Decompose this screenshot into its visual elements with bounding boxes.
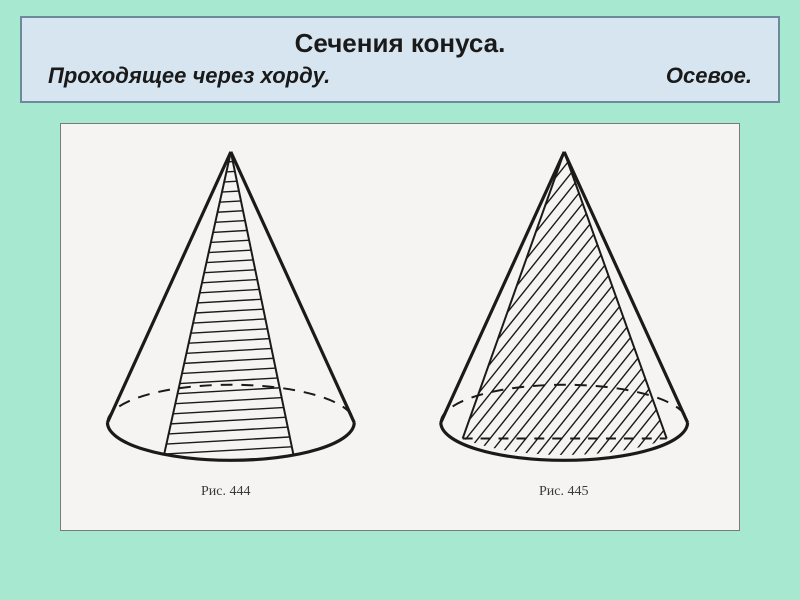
caption-left: Рис. 444 bbox=[201, 484, 251, 500]
subtitle-right: Осевое. bbox=[666, 63, 752, 89]
subtitle-row: Проходящее через хорду. Осевое. bbox=[40, 63, 760, 89]
diagram-svg bbox=[61, 124, 739, 530]
header-box: Сечения конуса. Проходящее через хорду. … bbox=[20, 16, 780, 103]
subtitle-left: Проходящее через хорду. bbox=[48, 63, 330, 89]
figure-box: Рис. 444 Рис. 445 bbox=[60, 123, 740, 531]
caption-right: Рис. 445 bbox=[539, 484, 589, 500]
title: Сечения конуса. bbox=[40, 28, 760, 59]
page: Сечения конуса. Проходящее через хорду. … bbox=[0, 0, 800, 600]
